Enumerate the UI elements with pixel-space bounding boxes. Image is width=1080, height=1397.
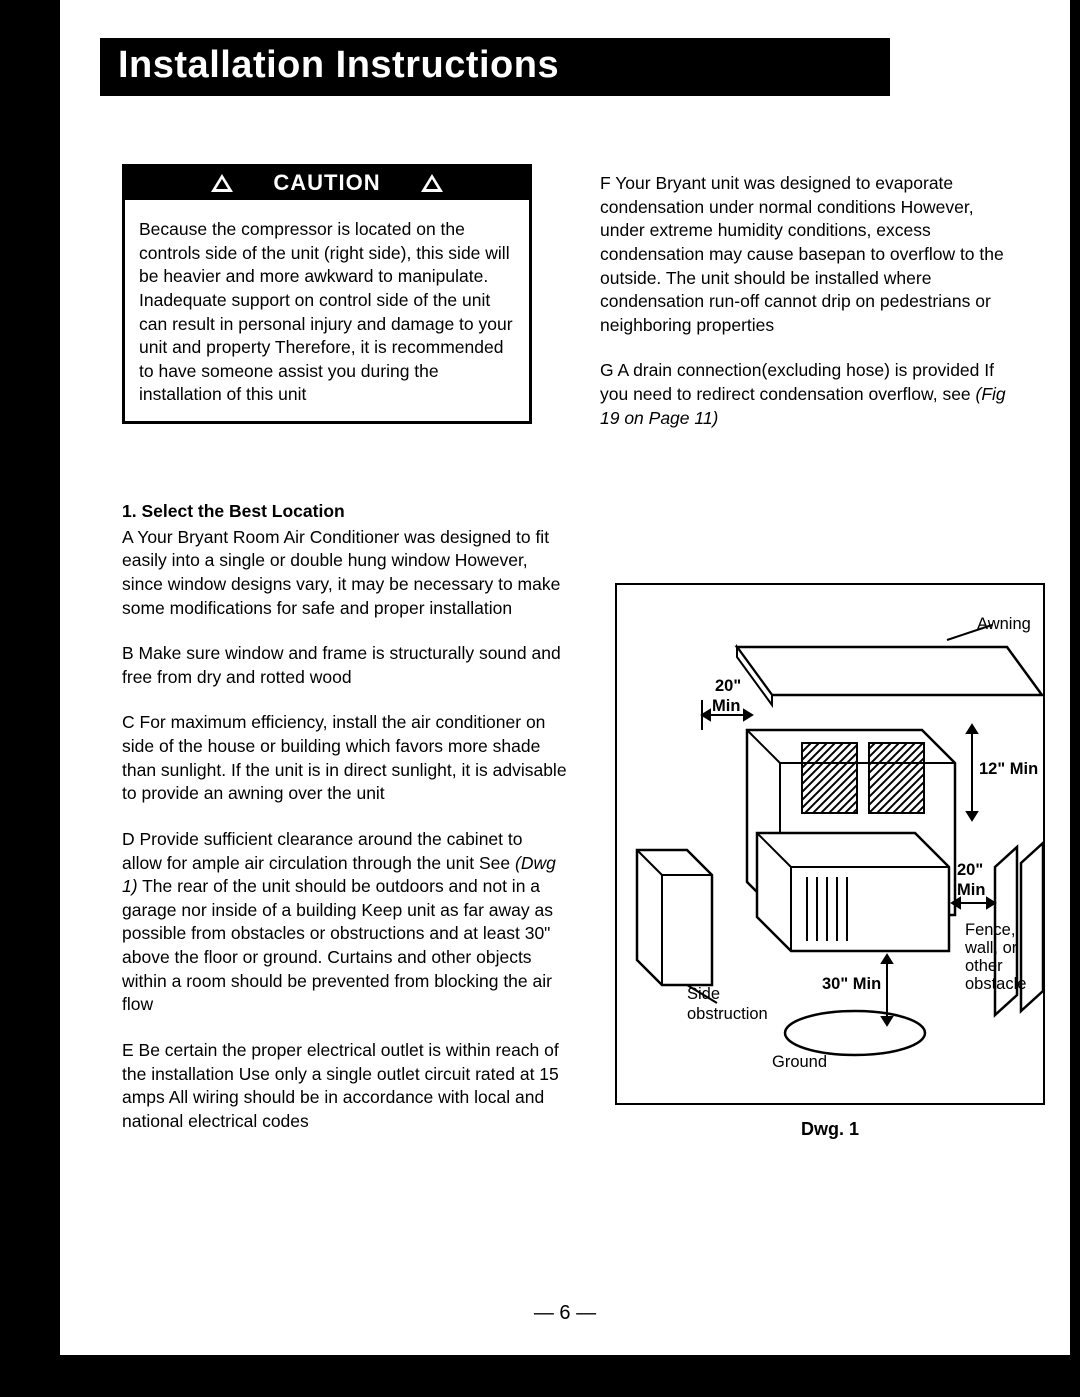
warning-triangle-icon	[421, 174, 443, 192]
caution-box: CAUTION Because the compressor is locate…	[122, 164, 532, 424]
label-20min-top-a: 20"	[715, 677, 741, 695]
section-1-heading: 1. Select the Best Location	[122, 500, 567, 524]
binder-hole	[25, 70, 60, 105]
label-20min-right-b: Min	[957, 881, 985, 899]
paragraph-b: B Make sure window and frame is structur…	[122, 642, 567, 689]
binder-hole	[20, 660, 60, 715]
warning-triangle-icon	[211, 174, 233, 192]
label-20min-top-b: Min	[712, 697, 740, 715]
drawing-1-box: Awning 20" Min 12" Min 20" Min 30" Min S…	[615, 583, 1045, 1105]
binder-hole	[25, 1260, 60, 1295]
right-column-top: F Your Bryant unit was designed to evapo…	[600, 172, 1020, 452]
label-awning: Awning	[977, 615, 1031, 633]
drawing-1-caption: Dwg. 1	[615, 1119, 1045, 1140]
page: Installation Instructions CAUTION Becaus…	[60, 0, 1070, 1355]
paragraph-d: D Provide sufficient clearance around th…	[122, 828, 567, 1017]
paragraph-f: F Your Bryant unit was designed to evapo…	[600, 172, 1020, 337]
paragraph-d-pre: D Provide sufficient clearance around th…	[122, 829, 522, 873]
label-12min: 12" Min	[979, 760, 1038, 778]
drawing-1-svg	[617, 585, 1047, 1107]
caution-body: Because the compressor is located on the…	[125, 200, 529, 421]
label-fence: Fence, wall, or other obstacle	[965, 921, 1045, 994]
title-banner-tail	[630, 38, 890, 96]
paragraph-g-text: G A drain connection(excluding hose) is …	[600, 360, 994, 404]
left-column: 1. Select the Best Location A Your Bryan…	[122, 500, 567, 1155]
paragraph-d-post: The rear of the unit should be outdoors …	[122, 876, 553, 1014]
label-20min-right-a: 20"	[957, 861, 983, 879]
paragraph-c: C For maximum efficiency, install the ai…	[122, 711, 567, 806]
page-number: — 6 —	[60, 1302, 1070, 1325]
caution-header: CAUTION	[125, 167, 529, 200]
label-30min: 30" Min	[822, 975, 881, 993]
label-side-1: Side	[687, 985, 720, 1003]
paragraph-e: E Be certain the proper electrical outle…	[122, 1039, 567, 1134]
label-ground: Ground	[772, 1053, 827, 1071]
paragraph-a: A Your Bryant Room Air Conditioner was d…	[122, 526, 567, 621]
drawing-1: Awning 20" Min 12" Min 20" Min 30" Min S…	[615, 583, 1045, 1140]
caution-label: CAUTION	[273, 170, 380, 196]
paragraph-g: G A drain connection(excluding hose) is …	[600, 359, 1020, 430]
label-side-2: obstruction	[687, 1005, 768, 1023]
